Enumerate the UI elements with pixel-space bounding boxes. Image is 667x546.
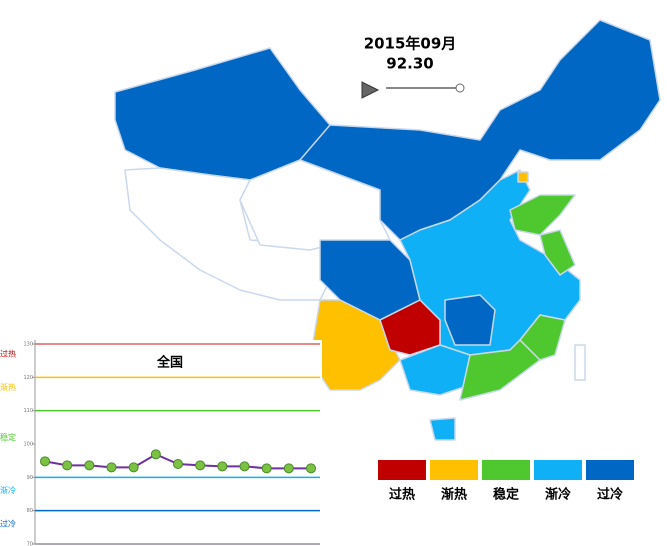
data-point — [128, 462, 139, 473]
data-point — [62, 460, 73, 471]
legend-label: 渐冷 — [545, 487, 571, 503]
province — [509, 194, 576, 236]
data-point — [150, 449, 161, 460]
legend-swatch — [586, 460, 634, 480]
province — [574, 344, 586, 381]
zone-label: 渐冷 — [0, 485, 16, 495]
index-value: 92.30 — [386, 55, 433, 73]
y-tick-label: 80 — [27, 508, 33, 514]
y-tick-label: 110 — [23, 408, 33, 414]
inset-panel — [0, 340, 322, 546]
province — [519, 314, 566, 361]
y-tick-label: 100 — [23, 442, 33, 448]
legend-label: 过冷 — [597, 487, 623, 503]
y-tick-label: 90 — [27, 475, 33, 481]
zone-label: 渐热 — [0, 382, 16, 392]
y-tick-label: 120 — [23, 375, 33, 381]
legend-label: 过热 — [389, 487, 415, 503]
data-point — [40, 456, 50, 467]
slider-handle[interactable] — [455, 83, 465, 93]
data-point — [84, 460, 95, 471]
legend-swatch — [430, 460, 478, 480]
province — [539, 229, 576, 276]
data-point — [239, 461, 250, 472]
legend-label: 稳定 — [493, 487, 519, 503]
chart-title: 全国 — [156, 355, 183, 371]
data-point — [306, 463, 316, 474]
zone-label: 过冷 — [0, 519, 16, 529]
data-point — [283, 463, 294, 474]
legend-swatch — [482, 460, 530, 480]
data-point — [261, 463, 272, 474]
china-map — [114, 19, 661, 441]
province — [429, 417, 456, 441]
province — [444, 294, 496, 346]
legend-label: 渐热 — [441, 487, 467, 503]
data-point — [173, 459, 183, 469]
data-point — [217, 461, 228, 472]
zone-label: 过热 — [0, 349, 16, 359]
legend-swatch — [378, 460, 426, 480]
legend-swatch — [534, 460, 582, 480]
play-button[interactable] — [361, 81, 380, 99]
data-point — [106, 462, 117, 473]
data-point — [195, 460, 206, 471]
y-tick-label: 70 — [27, 542, 33, 546]
province — [299, 19, 661, 241]
zone-label: 稳定 — [0, 432, 16, 442]
province — [517, 171, 529, 183]
date-label: 2015年09月 — [364, 35, 457, 53]
y-tick-label: 130 — [23, 342, 33, 348]
